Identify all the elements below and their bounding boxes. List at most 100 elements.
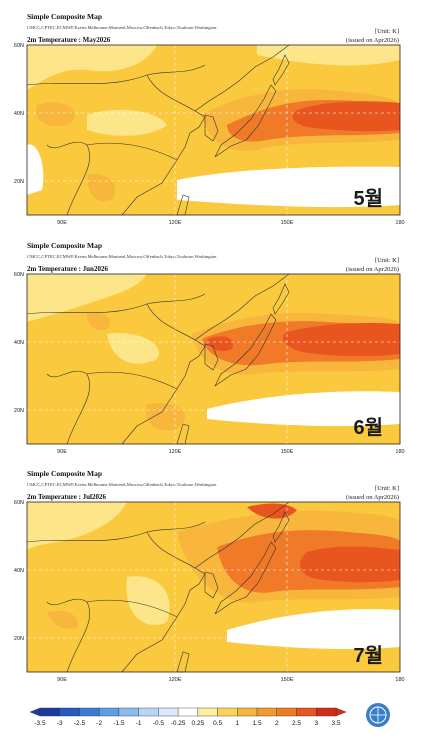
coastline [272, 283, 290, 315]
colorbar-label: 1.5 [253, 720, 262, 727]
lat-label: 20N [14, 408, 24, 414]
colorbar-label: -3 [57, 720, 63, 727]
panel-title: Simple Composite Map [27, 469, 102, 478]
lon-label: 120E [169, 220, 182, 226]
anomaly-shading [27, 502, 127, 550]
coastline [86, 142, 178, 161]
anomaly-shading [177, 166, 400, 208]
lon-label: 120E [169, 449, 182, 455]
colorbar-box [138, 707, 159, 717]
map-area: 5월 [26, 44, 401, 216]
coastline [214, 84, 277, 158]
unit-label: [Unit: K] [375, 257, 399, 264]
issued-label: (issued on Apr2026) [346, 494, 399, 501]
coastline [26, 293, 206, 315]
lat-label: 40N [14, 340, 24, 346]
coastline [214, 541, 277, 615]
lat-label: 40N [14, 111, 24, 117]
colorbar-box [118, 707, 139, 717]
colorbar-label: -1 [136, 720, 142, 727]
lat-label: 60N [14, 500, 24, 506]
anomaly-shading [300, 546, 400, 583]
anomaly-shading [292, 101, 400, 132]
anomaly-shading [36, 102, 76, 127]
month-label: 5월 [353, 187, 383, 210]
colorbar-box [177, 707, 199, 717]
colorbar-box [217, 707, 238, 717]
unit-label: [Unit: K] [375, 28, 399, 35]
lon-label: 90E [57, 677, 67, 683]
anomaly-shading [27, 45, 157, 90]
anomaly-shading [87, 109, 167, 136]
colorbar-label: 1 [236, 720, 240, 727]
anomaly-shading [47, 610, 78, 629]
lon-label: 180 [395, 677, 404, 683]
coastline [146, 303, 196, 341]
panel-title: Simple Composite Map [27, 241, 102, 250]
lat-label: 60N [14, 43, 24, 49]
lat-label: 20N [14, 179, 24, 185]
map-area: 7월 [26, 501, 401, 673]
anomaly-shading [27, 144, 44, 195]
lon-label: 90E [57, 449, 67, 455]
colorbar-box [276, 707, 297, 717]
colorbar-box [237, 707, 258, 717]
colorbar-box [98, 707, 120, 717]
colorbar-box [59, 707, 80, 717]
map-frame [26, 273, 401, 445]
lon-label: 120E [169, 677, 182, 683]
anomaly-shading [27, 274, 147, 322]
map-area: 6월 [26, 273, 401, 445]
anomaly-shading [282, 322, 400, 357]
colorbar-box [197, 707, 218, 717]
anomaly-shading [107, 333, 159, 364]
panel-title: Simple Composite Map [27, 12, 102, 21]
wmo-logo [366, 703, 390, 727]
coastline [26, 521, 206, 543]
issued-label: (issued on Apr2026) [346, 266, 399, 273]
lat-label: 20N [14, 636, 24, 642]
model-list: CMCC,CPTEC,ECMWF,Exeter,Melbourne,Montre… [27, 25, 217, 31]
coastline [272, 54, 290, 86]
colorbar-label: -2.5 [74, 720, 86, 727]
lat-label: 40N [14, 568, 24, 574]
anomaly-shading [247, 503, 297, 519]
lat-label: 60N [14, 272, 24, 278]
month-label: 7월 [353, 644, 383, 667]
colorbar-label: -2 [96, 720, 102, 727]
colorbar-label: 2 [275, 720, 279, 727]
colorbar-box [316, 707, 337, 717]
map-frame [26, 501, 401, 673]
model-list: CMCC,CPTEC,ECMWF,Exeter,Melbourne,Montre… [27, 482, 217, 488]
colorbar-label: -0.25 [171, 720, 186, 727]
coastline [146, 531, 196, 569]
colorbar-box [256, 707, 278, 717]
coastline [26, 64, 206, 86]
variable-label: 2m Temperature : Jul2026 [27, 493, 107, 501]
map-panel: Simple Composite Map CMCC,CPTEC,ECMWF,Exe… [14, 469, 405, 683]
coastline [86, 599, 178, 618]
colorbar-box [79, 707, 100, 717]
coastline [204, 571, 219, 599]
lon-label: 180 [395, 220, 404, 226]
coastline [272, 511, 290, 543]
colorbar-label: 3 [314, 720, 318, 727]
lon-label: 150E [281, 220, 294, 226]
colorbar-label: 2.5 [292, 720, 301, 727]
colorbar-label: -1.5 [113, 720, 125, 727]
month-label: 6월 [353, 416, 383, 439]
model-list: CMCC,CPTEC,ECMWF,Exeter,Melbourne,Montre… [27, 254, 217, 260]
lon-label: 150E [281, 449, 294, 455]
lon-label: 180 [395, 449, 404, 455]
colorbar-label: 0.25 [192, 720, 205, 727]
anomaly-shading [227, 609, 400, 650]
anomaly-shading [207, 391, 400, 427]
variable-label: 2m Temperature : May2026 [27, 36, 111, 44]
map-frame [26, 44, 401, 216]
colorbar-label: -0.5 [153, 720, 165, 727]
anomaly-shading [257, 45, 400, 66]
colorbar-label: -3.5 [34, 720, 46, 727]
unit-label: [Unit: K] [375, 485, 399, 492]
coastline [86, 371, 178, 390]
